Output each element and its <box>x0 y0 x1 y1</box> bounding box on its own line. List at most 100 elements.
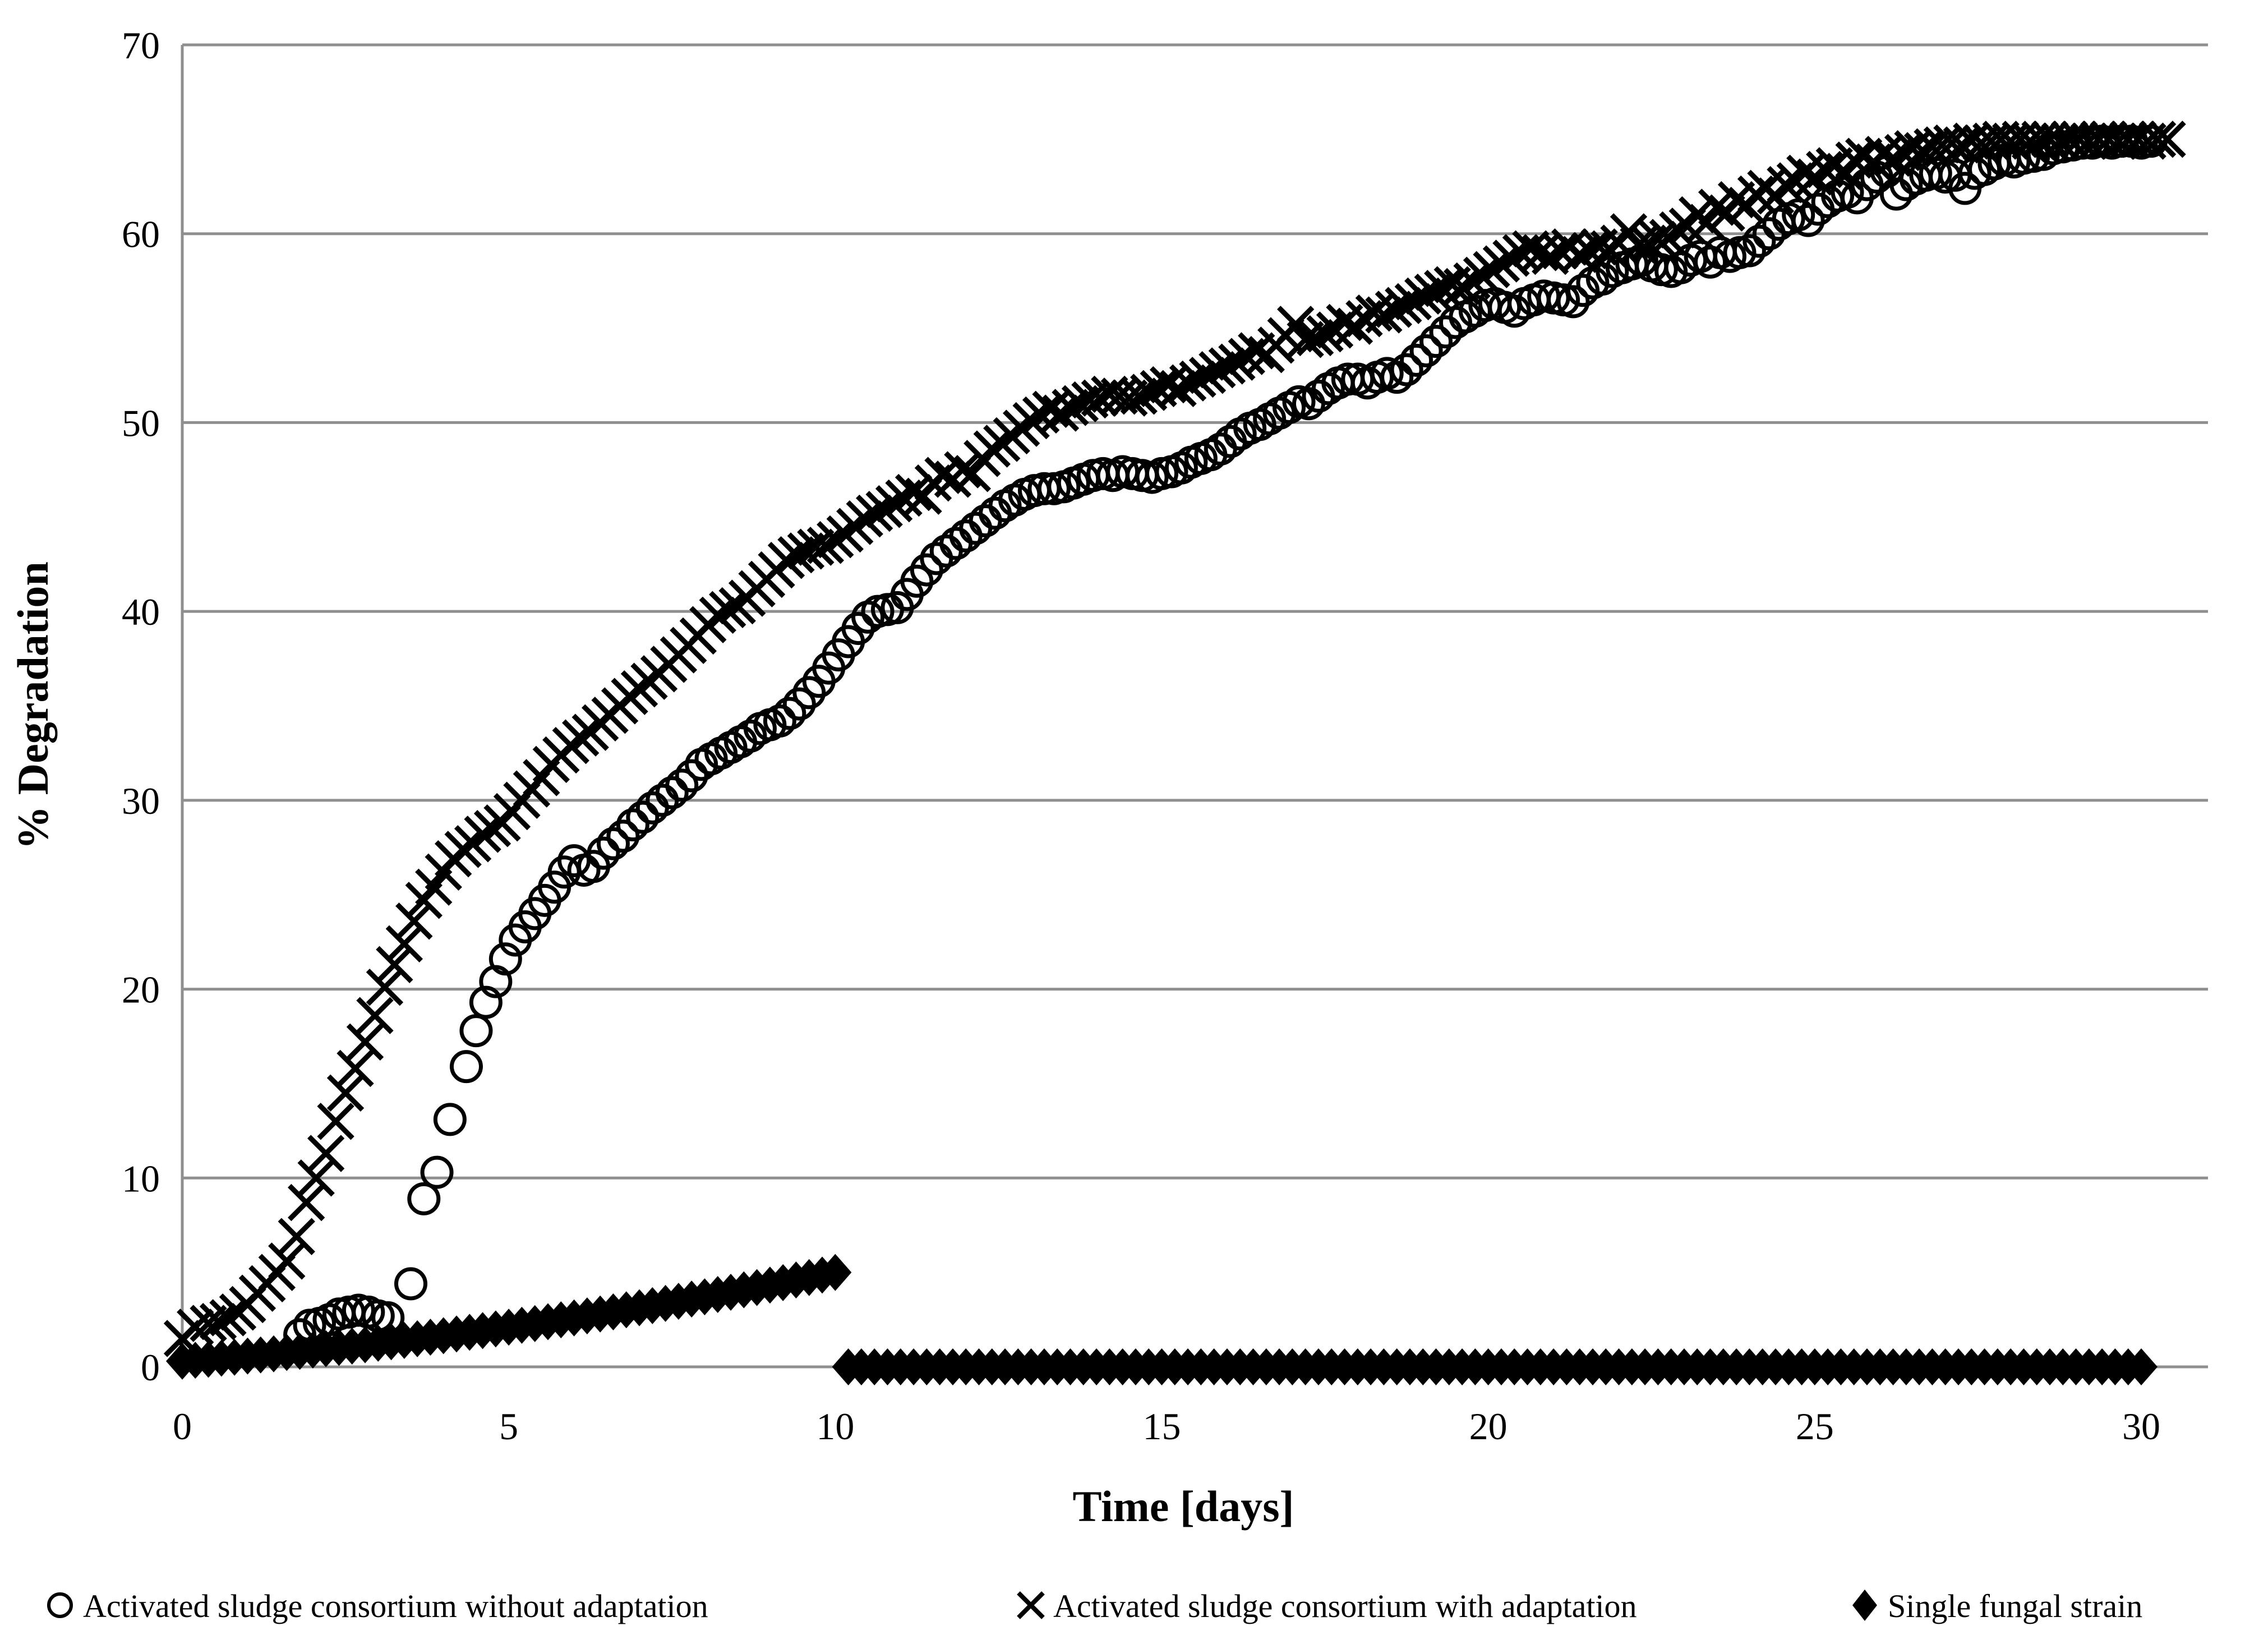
x-tick-label: 20 <box>1469 1405 1508 1448</box>
x-tick-label: 0 <box>173 1405 192 1448</box>
data-point-marker <box>376 946 413 983</box>
data-point-marker <box>1179 360 1216 398</box>
data-point-marker <box>469 985 503 1019</box>
data-point-marker <box>910 553 943 587</box>
data-point-marker <box>1169 364 1207 402</box>
data-point-marker <box>366 969 404 1006</box>
data-point-marker <box>1198 351 1236 389</box>
y-tick-label: 0 <box>141 1346 160 1389</box>
data-point-marker <box>675 759 708 793</box>
data-point-marker <box>734 719 767 753</box>
data-point-marker <box>1390 353 1423 386</box>
data-point-marker <box>449 1050 483 1084</box>
data-point-marker <box>1566 274 1599 307</box>
data-point-marker <box>1400 343 1433 377</box>
data-point-marker <box>1041 394 1080 432</box>
legend-item: Activated sludge consortium without adap… <box>47 1588 708 1624</box>
y-tick-label: 50 <box>122 402 160 444</box>
data-point-marker <box>856 494 893 532</box>
data-point-marker <box>464 816 501 853</box>
data-point-marker <box>278 1218 315 1255</box>
data-point-marker <box>763 704 796 738</box>
data-point-marker <box>1473 251 1510 288</box>
data-point-marker <box>1732 234 1766 268</box>
data-point-marker <box>1512 230 1550 268</box>
y-tick-label: 10 <box>122 1157 160 1200</box>
y-tick-label: 70 <box>122 24 160 67</box>
data-point-marker <box>606 819 640 853</box>
data-point-marker <box>1443 268 1481 306</box>
data-point-marker <box>488 942 522 976</box>
data-point-marker <box>865 491 903 528</box>
legend-label-with-adaptation: Activated sludge consortium with adaptat… <box>1053 1588 1637 1624</box>
y-axis: 0 10 20 30 40 50 60 70 <box>122 24 184 1389</box>
x-tick-label: 5 <box>499 1405 518 1448</box>
data-point-marker <box>841 611 875 645</box>
legend-label-single-fungal-strain: Single fungal strain <box>1888 1588 2142 1624</box>
data-point-marker <box>1419 325 1453 358</box>
data-point-marker <box>395 902 433 940</box>
data-point-marker <box>777 536 815 574</box>
data-point-marker <box>1218 343 1256 381</box>
data-point-marker <box>1694 245 1727 279</box>
data-point-marker <box>1385 287 1422 324</box>
data-point-marker <box>1380 361 1414 394</box>
data-point-marker <box>1414 273 1451 311</box>
data-point-marker <box>596 827 630 860</box>
data-point-marker <box>817 521 854 559</box>
x-tick-label: 25 <box>1796 1405 1834 1448</box>
x-axis-title: Time [days] <box>1072 1482 1294 1531</box>
data-point-marker <box>199 1303 237 1340</box>
data-point-marker <box>792 676 826 710</box>
data-point-marker <box>1306 315 1344 353</box>
x-axis: 0 5 10 15 20 25 30 <box>173 1405 2160 1448</box>
data-point-marker <box>767 542 805 579</box>
data-point-marker <box>562 719 600 757</box>
data-point-marker <box>819 1254 852 1291</box>
legend-item: Activated sludge consortium with adaptat… <box>1017 1588 1637 1624</box>
data-point-marker <box>1120 377 1158 415</box>
data-point-marker <box>655 776 689 809</box>
data-point-marker <box>177 1309 214 1346</box>
series-single-fungal-strain <box>166 1254 2158 1385</box>
data-point-marker <box>1453 262 1491 300</box>
y-tick-label: 40 <box>122 591 160 633</box>
data-point-marker <box>346 1023 384 1061</box>
data-point-marker <box>444 831 482 868</box>
data-point-marker <box>2149 121 2186 158</box>
data-point-marker <box>1482 245 1520 283</box>
data-point-marker <box>433 1103 467 1136</box>
data-point-marker <box>1463 256 1501 294</box>
data-point-marker <box>1497 294 1531 328</box>
data-point-marker <box>1532 237 1569 275</box>
data-point-marker <box>317 1103 354 1140</box>
data-point-marker <box>1556 285 1590 319</box>
data-point-marker <box>846 500 883 538</box>
data-point-marker <box>699 596 736 634</box>
data-point-marker <box>1409 334 1443 367</box>
data-point-marker <box>1188 357 1227 394</box>
data-point-marker <box>773 697 806 730</box>
data-point-marker <box>326 1074 365 1112</box>
series-with-adaptation <box>163 121 2186 1357</box>
series-without-adaptation <box>283 125 2168 1352</box>
data-point-marker <box>420 1155 454 1189</box>
x-tick-label: 10 <box>816 1405 854 1448</box>
data-point-marker <box>1874 139 1912 177</box>
data-point-marker <box>626 800 660 834</box>
data-point-marker <box>1767 165 1804 204</box>
data-point-marker <box>297 1159 335 1197</box>
data-point-marker <box>1492 239 1530 277</box>
data-point-marker <box>944 451 981 489</box>
y-tick-label: 30 <box>122 780 160 822</box>
data-point-marker <box>336 1049 374 1088</box>
data-point-marker <box>1365 296 1403 334</box>
data-point-marker <box>1159 370 1197 408</box>
data-point-marker <box>782 687 816 721</box>
data-point-marker <box>900 564 934 598</box>
data-point-marker <box>1698 188 1736 226</box>
diamond-marker-icon <box>1852 1590 1877 1621</box>
